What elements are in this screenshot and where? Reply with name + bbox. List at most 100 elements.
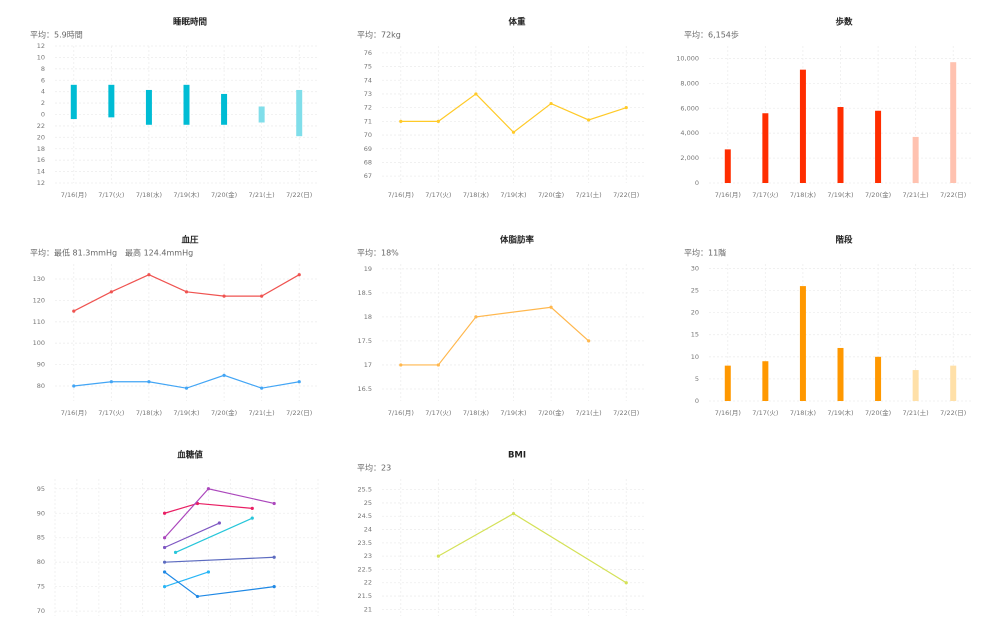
y-tick-label: 80 xyxy=(37,558,45,566)
y-tick-label: 5 xyxy=(695,375,699,383)
point xyxy=(436,363,440,367)
range-bar xyxy=(258,106,265,123)
chart-subtitle: 平均：最低 81.3mmHg 最高 124.4mmHg xyxy=(30,248,193,258)
y-tick-label: 10,000 xyxy=(676,54,699,62)
y-tick-label: 6,000 xyxy=(680,104,699,112)
bar xyxy=(724,365,731,401)
chart-subtitle: 平均：72kg xyxy=(357,30,401,40)
y-tick-label: 10 xyxy=(37,53,45,61)
x-tick-label: 7/19(木) xyxy=(173,190,199,199)
x-tick-label: 7/17(火) xyxy=(752,409,778,417)
y-tick-label: 19 xyxy=(364,265,372,273)
line xyxy=(164,571,275,598)
x-tick-label: 7/19(木) xyxy=(500,408,526,417)
point xyxy=(272,585,276,589)
point xyxy=(549,101,553,106)
bar xyxy=(950,365,957,401)
bar xyxy=(837,347,844,401)
point xyxy=(297,380,301,384)
y-tick-label: 4 xyxy=(41,88,45,96)
y-tick-label: 110 xyxy=(33,318,45,326)
x-tick-label: 7/22(日) xyxy=(613,409,639,417)
point xyxy=(206,487,211,491)
chart-title: 血圧 xyxy=(181,235,199,246)
y-tick-label: 24 xyxy=(364,526,372,534)
y-tick-label: 15 xyxy=(691,331,699,339)
x-tick-label: 7/20(金) xyxy=(538,408,564,417)
point xyxy=(162,545,167,550)
y-tick-label: 8 xyxy=(41,65,45,73)
point xyxy=(184,386,189,390)
chart-subtitle: 平均：23 xyxy=(357,463,391,473)
bar xyxy=(762,113,769,183)
y-tick-label: 0 xyxy=(695,179,699,187)
y-tick-label: 24.5 xyxy=(358,512,372,520)
point xyxy=(474,92,478,96)
y-tick-label: 75 xyxy=(37,583,45,591)
x-tick-label: 7/17(火) xyxy=(425,409,451,417)
y-tick-label: 71 xyxy=(364,117,372,125)
x-tick-label: 7/16(月) xyxy=(715,409,741,417)
point xyxy=(436,554,440,558)
x-tick-label: 7/21(土) xyxy=(576,190,602,199)
x-tick-label: 7/16(月) xyxy=(61,191,87,199)
x-tick-label: 7/21(土) xyxy=(903,408,929,417)
x-tick-label: 7/16(月) xyxy=(61,409,87,417)
x-tick-label: 7/18(水) xyxy=(136,408,162,417)
x-tick-label: 7/18(水) xyxy=(463,190,489,199)
x-tick-label: 7/19(木) xyxy=(827,408,853,417)
chart-subtitle: 平均：18% xyxy=(357,248,399,258)
point xyxy=(147,380,151,384)
line xyxy=(438,512,627,584)
y-tick-label: 12 xyxy=(37,42,45,50)
point xyxy=(250,516,254,520)
bar xyxy=(799,69,806,183)
y-tick-label: 10 xyxy=(691,353,699,361)
y-tick-label: 8,000 xyxy=(680,79,699,87)
y-tick-label: 25 xyxy=(691,287,699,295)
line xyxy=(400,306,590,366)
y-tick-label: 20 xyxy=(691,309,699,317)
y-tick-label: 25.5 xyxy=(358,486,372,494)
y-tick-label: 100 xyxy=(33,339,45,347)
point xyxy=(109,380,113,384)
x-tick-label: 7/18(水) xyxy=(136,190,162,199)
bar xyxy=(799,286,806,401)
x-tick-label: 7/22(日) xyxy=(286,409,312,417)
point xyxy=(206,570,211,574)
y-tick-label: 22 xyxy=(37,122,45,130)
chart-title: 体脂肪率 xyxy=(500,235,535,246)
y-tick-label: 130 xyxy=(33,275,45,283)
bar xyxy=(875,356,882,401)
point xyxy=(184,290,189,294)
chart-title: BMI xyxy=(508,451,526,461)
point xyxy=(587,339,591,343)
y-tick-label: 76 xyxy=(364,49,372,57)
x-tick-label: 7/17(火) xyxy=(752,191,778,199)
chart-title: 体重 xyxy=(508,17,526,28)
x-tick-label: 7/19(木) xyxy=(827,190,853,199)
point xyxy=(272,501,276,506)
x-tick-label: 7/21(土) xyxy=(903,190,929,199)
y-tick-label: 70 xyxy=(37,607,45,615)
range-bar xyxy=(221,93,228,125)
point xyxy=(162,536,167,540)
y-tick-label: 70 xyxy=(364,131,372,139)
line xyxy=(164,556,275,563)
y-tick-label: 23.5 xyxy=(358,539,372,547)
point xyxy=(624,106,628,110)
y-tick-label: 80 xyxy=(37,382,45,390)
y-tick-label: 75 xyxy=(364,63,372,71)
y-tick-label: 22.5 xyxy=(358,565,372,573)
y-tick-label: 120 xyxy=(33,296,45,304)
x-tick-label: 7/20(金) xyxy=(865,408,891,417)
y-tick-label: 20 xyxy=(37,133,45,141)
line xyxy=(164,522,220,549)
bar xyxy=(875,110,882,183)
y-tick-label: 18 xyxy=(37,145,45,153)
point xyxy=(173,550,178,554)
y-tick-label: 0 xyxy=(695,397,699,405)
x-tick-label: 7/17(火) xyxy=(98,409,124,417)
point xyxy=(297,273,301,277)
